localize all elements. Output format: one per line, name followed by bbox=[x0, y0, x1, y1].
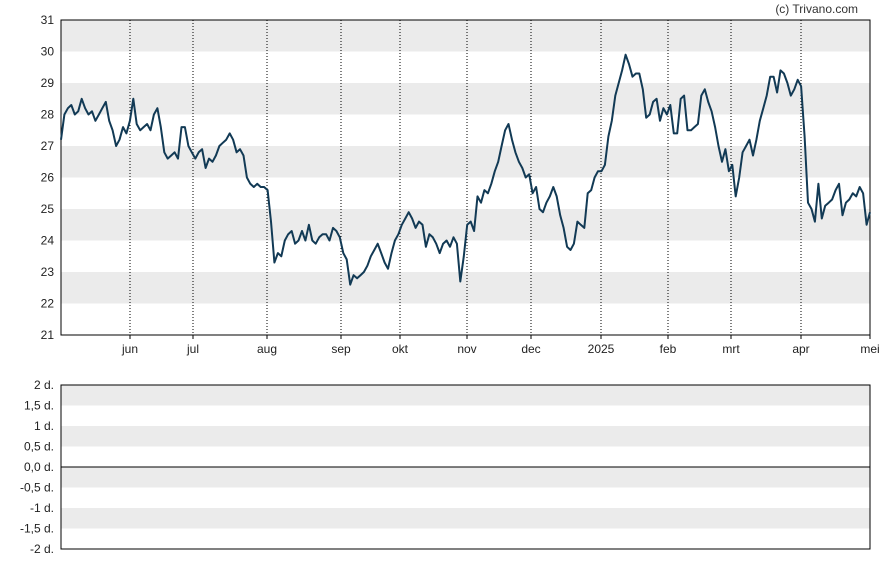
sub-y-tick-label-8: -2 d. bbox=[30, 542, 54, 556]
sub-y-tick-label-1: 1,5 d. bbox=[24, 399, 54, 413]
band-26 bbox=[61, 146, 870, 178]
sub-band-2 bbox=[61, 426, 870, 447]
band-28 bbox=[61, 83, 870, 115]
price-series-line bbox=[60, 53, 871, 286]
y-tick-label-9: 30 bbox=[41, 45, 55, 59]
y-tick-label-0: 21 bbox=[41, 328, 55, 342]
y-tick-label-4: 25 bbox=[41, 202, 55, 216]
sub-y-tick-label-5: -0,5 d. bbox=[20, 481, 54, 495]
indicator-chart-panel: 2 d. 1,5 d. 1 d. 0,5 d. 0,0 d. -0,5 d. -1 d. -1… bbox=[20, 378, 871, 556]
x-tick-label-4: okt bbox=[392, 342, 409, 356]
sub-band-4 bbox=[61, 467, 870, 488]
y-tick-label-2: 23 bbox=[41, 265, 55, 279]
x-tick-label-0: jun bbox=[121, 342, 138, 356]
sub-band-6 bbox=[61, 508, 870, 529]
y-tick-label-6: 27 bbox=[41, 139, 55, 153]
price-chart-panel: 21 22 23 24 25 26 27 28 29 30 31 jun jul aug sep okt nov… bbox=[41, 13, 880, 356]
x-tick-label-5: nov bbox=[457, 342, 476, 356]
sub-y-tick-label-2: 1 d. bbox=[34, 419, 54, 433]
sub-y-tick-label-3: 0,5 d. bbox=[24, 440, 54, 454]
y-tick-label-7: 28 bbox=[41, 108, 55, 122]
sub-band-0 bbox=[61, 385, 870, 406]
x-tick-label-1: jul bbox=[186, 342, 199, 356]
sub-plot-frame bbox=[60, 384, 871, 550]
sub-y-tick-label-0: 2 d. bbox=[34, 378, 54, 392]
y-tick-label-10: 31 bbox=[41, 13, 55, 27]
band-22 bbox=[61, 272, 870, 304]
sub-y-tick-label-4: 0,0 d. bbox=[24, 460, 54, 474]
credit-label: (c) Trivano.com bbox=[775, 2, 858, 16]
x-tick-label-3: sep bbox=[331, 342, 351, 356]
x-tick-label-9: mrt bbox=[722, 342, 740, 356]
x-tick-label-6: dec bbox=[521, 342, 540, 356]
x-tick-label-11: mei bbox=[860, 342, 879, 356]
x-tick-label-10: apr bbox=[792, 342, 809, 356]
y-tick-label-3: 24 bbox=[41, 234, 55, 248]
sub-y-tick-label-7: -1,5 d. bbox=[20, 522, 54, 536]
plot-frame bbox=[60, 19, 871, 336]
y-tick-label-1: 22 bbox=[41, 297, 55, 311]
y-tick-label-8: 29 bbox=[41, 76, 55, 90]
x-tick-label-8: feb bbox=[660, 342, 677, 356]
x-tick-label-2: aug bbox=[257, 342, 277, 356]
y-tick-label-5: 26 bbox=[41, 171, 55, 185]
sub-y-tick-label-6: -1 d. bbox=[30, 501, 54, 515]
band-30 bbox=[61, 20, 870, 52]
x-tick-label-7: 2025 bbox=[588, 342, 615, 356]
